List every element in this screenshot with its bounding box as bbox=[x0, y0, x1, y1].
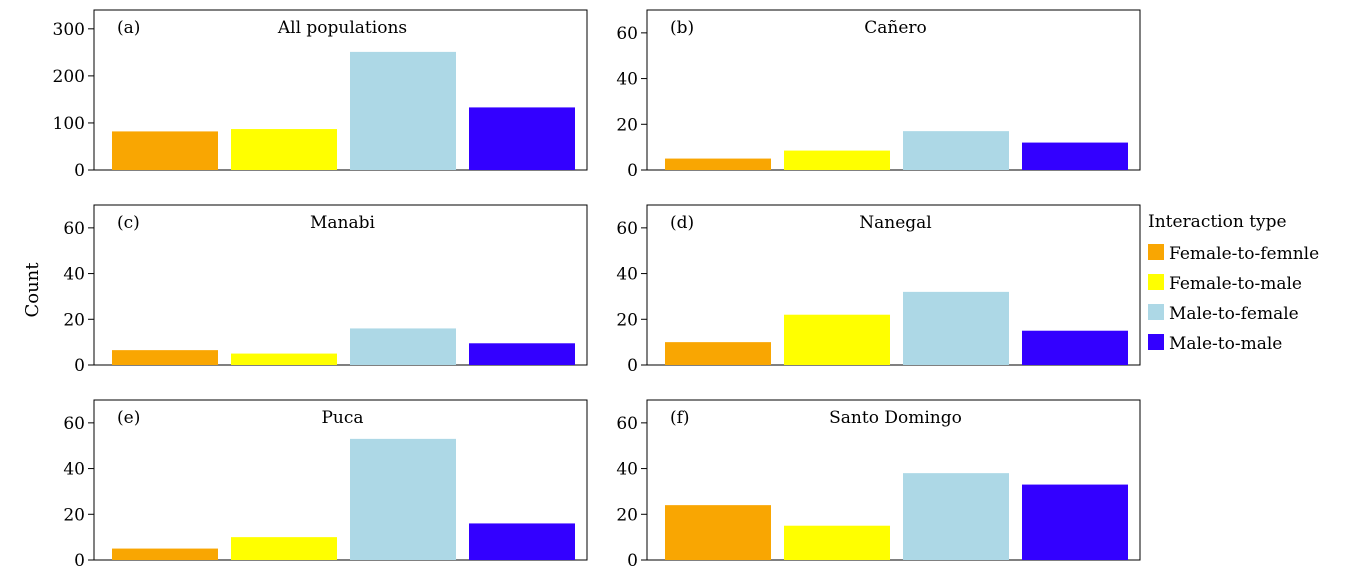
y-tick-label: 200 bbox=[53, 67, 85, 87]
legend-label: Male-to-female bbox=[1169, 304, 1299, 324]
panel-tag: (c) bbox=[117, 213, 140, 233]
y-tick-label: 0 bbox=[74, 161, 85, 181]
y-tick-label: 60 bbox=[616, 414, 638, 434]
legend-label: Male-to-male bbox=[1169, 334, 1282, 354]
y-tick-label: 40 bbox=[63, 265, 85, 285]
bar-female-to-femnle bbox=[665, 158, 771, 170]
bar-male-to-female bbox=[350, 328, 456, 365]
y-tick-label: 20 bbox=[63, 310, 85, 330]
y-tick-label: 100 bbox=[53, 114, 85, 134]
bar-male-to-male bbox=[1022, 484, 1128, 560]
panel-tag: (a) bbox=[117, 18, 140, 38]
y-tick-label: 60 bbox=[616, 24, 638, 44]
panel-c: 0 20 40 60 (c) Manabi bbox=[63, 204, 588, 376]
bar-female-to-male bbox=[231, 129, 337, 170]
y-tick-label: 40 bbox=[616, 70, 638, 90]
panel-title: Nanegal bbox=[859, 213, 931, 233]
y-tick-label: 60 bbox=[63, 414, 85, 434]
panel-frame bbox=[646, 204, 1141, 366]
bar-male-to-female bbox=[903, 473, 1009, 560]
bar-female-to-male bbox=[231, 537, 337, 560]
panel-frame bbox=[93, 399, 588, 561]
y-tick-label: 40 bbox=[616, 265, 638, 285]
bar-male-to-male bbox=[469, 523, 575, 560]
panel-frame bbox=[93, 9, 588, 171]
bar-female-to-femnle bbox=[665, 505, 771, 560]
y-tick-label: 60 bbox=[63, 219, 85, 239]
panel-tag: (d) bbox=[670, 213, 694, 233]
y-tick-label: 20 bbox=[63, 505, 85, 525]
y-tick-label: 40 bbox=[63, 460, 85, 480]
bar-male-to-female bbox=[350, 51, 456, 170]
bar-female-to-femnle bbox=[665, 342, 771, 365]
legend-swatch bbox=[1148, 334, 1164, 350]
y-tick-label: 0 bbox=[74, 551, 85, 568]
legend: Interaction type Female-to-femnle Female-… bbox=[1148, 212, 1319, 354]
y-tick-label: 20 bbox=[616, 115, 638, 135]
bar-male-to-male bbox=[1022, 142, 1128, 170]
y-tick-label: 40 bbox=[616, 460, 638, 480]
bar-female-to-femnle bbox=[112, 131, 218, 170]
panel-f: 0 20 40 60 (f) Santo Domingo bbox=[616, 399, 1141, 568]
y-tick-label: 0 bbox=[74, 356, 85, 376]
bar-female-to-male bbox=[231, 353, 337, 365]
panel-a: 0 100 200 300 (a) All populations bbox=[53, 9, 588, 181]
bar-male-to-male bbox=[1022, 330, 1128, 365]
panel-d: 0 20 40 60 (d) Nanegal bbox=[616, 204, 1141, 376]
bar-male-to-male bbox=[469, 343, 575, 365]
bar-female-to-male bbox=[784, 525, 890, 560]
panel-title: Puca bbox=[321, 408, 363, 428]
y-tick-label: 300 bbox=[53, 20, 85, 40]
bar-male-to-female bbox=[350, 438, 456, 560]
bar-female-to-femnle bbox=[112, 350, 218, 365]
legend-swatch bbox=[1148, 304, 1164, 320]
bar-female-to-male bbox=[784, 314, 890, 365]
panel-frame bbox=[646, 9, 1141, 171]
legend-swatch bbox=[1148, 274, 1164, 290]
legend-swatch bbox=[1148, 244, 1164, 260]
panel-tag: (b) bbox=[670, 18, 694, 38]
panel-title: Manabi bbox=[310, 213, 376, 233]
panel-frame bbox=[646, 399, 1141, 561]
legend-label: Female-to-femnle bbox=[1169, 244, 1319, 264]
y-tick-label: 0 bbox=[627, 551, 638, 568]
y-tick-label: 20 bbox=[616, 310, 638, 330]
panel-title: All populations bbox=[277, 18, 407, 38]
panel-title: Santo Domingo bbox=[829, 408, 962, 428]
bar-male-to-female bbox=[903, 291, 1009, 365]
y-tick-label: 0 bbox=[627, 356, 638, 376]
panel-tag: (f) bbox=[670, 408, 690, 428]
panel-b: 0 20 40 60 (b) Cañero bbox=[616, 9, 1141, 181]
panel-title: Cañero bbox=[864, 18, 927, 38]
panel-frame bbox=[93, 204, 588, 366]
legend-label: Female-to-male bbox=[1169, 274, 1302, 294]
bar-female-to-femnle bbox=[112, 548, 218, 560]
y-axis-label: Count bbox=[22, 262, 43, 318]
panel-e: 0 20 40 60 (e) Puca bbox=[63, 399, 588, 568]
legend-title: Interaction type bbox=[1148, 212, 1287, 232]
y-tick-label: 0 bbox=[627, 161, 638, 181]
bar-female-to-male bbox=[784, 150, 890, 170]
y-tick-label: 60 bbox=[616, 219, 638, 239]
bar-male-to-male bbox=[469, 107, 575, 170]
bar-male-to-female bbox=[903, 131, 1009, 170]
y-tick-label: 20 bbox=[616, 505, 638, 525]
panel-tag: (e) bbox=[117, 408, 140, 428]
